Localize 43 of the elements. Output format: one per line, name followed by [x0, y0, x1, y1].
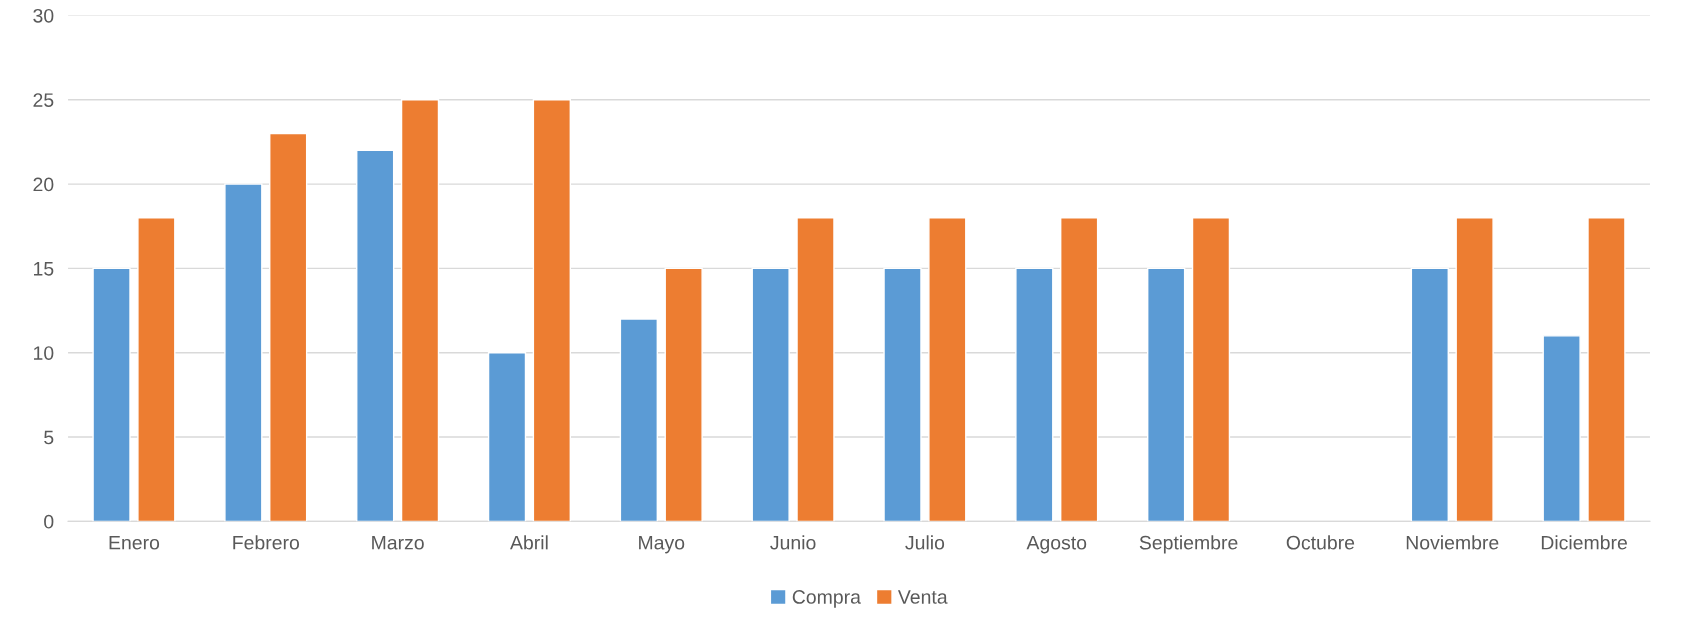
x-tick-label: Julio [905, 535, 945, 550]
bar [137, 217, 176, 522]
x-tick-label: Agosto [1026, 535, 1087, 554]
bar [664, 267, 703, 522]
bar [1587, 217, 1626, 522]
y-tick-label: 25 [33, 93, 54, 107]
bar [269, 132, 308, 522]
bar [1191, 217, 1231, 522]
bar [532, 99, 571, 522]
bar [928, 217, 967, 522]
y-tick-label: 10 [34, 346, 54, 360]
x-tick-label: Noviembre [1406, 535, 1499, 550]
x-tick-label: Mayo [639, 535, 685, 554]
bar [1060, 217, 1099, 522]
bar [619, 318, 659, 522]
bar [92, 267, 131, 522]
x-tick-label: Enero [109, 535, 160, 550]
y-tick-label: 0 [44, 514, 54, 529]
y-tick-label: 30 [33, 8, 54, 23]
legend-label: Venta [897, 590, 948, 604]
bar [1015, 267, 1054, 522]
x-tick-label: Diciembre [1541, 535, 1627, 550]
x-tick-label: Junio [770, 535, 816, 550]
y-tick-label: 5 [44, 430, 54, 445]
bar [487, 352, 527, 522]
bar [224, 183, 263, 522]
bar [1455, 217, 1494, 522]
bar [883, 267, 922, 522]
bar [400, 99, 440, 522]
x-tick-label: Octubre [1286, 535, 1355, 550]
y-tick-label: 20 [33, 177, 54, 192]
y-tick-label: 15 [34, 262, 54, 276]
bar [1147, 267, 1186, 522]
bar [796, 217, 835, 522]
legend-label: Compra [792, 590, 861, 608]
bar [751, 267, 790, 522]
x-tick-label: Febrero [233, 535, 300, 550]
bar [356, 149, 395, 522]
bar [1542, 335, 1581, 522]
x-tick-label: Marzo [372, 535, 424, 550]
x-tick-label: Abril [510, 535, 548, 550]
x-tick-label: Septiembre [1139, 535, 1238, 554]
bar [1410, 267, 1449, 522]
